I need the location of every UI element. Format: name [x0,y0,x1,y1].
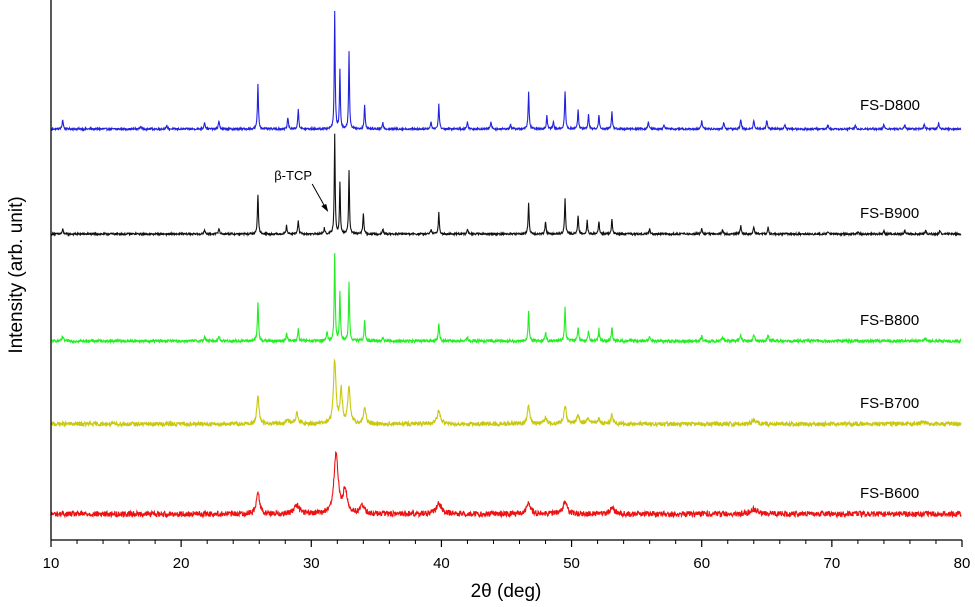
annotation-layer: β-TCP [274,168,329,212]
series-labels: FS-D800 FS-B900 FS-B800 FS-B700 FS-B600 [860,97,920,502]
x-tick-label-80: 80 [954,555,971,572]
x-tick-label-50: 50 [563,555,580,572]
plot-series [51,10,962,519]
x-tick-label-60: 60 [693,555,710,572]
x-axis-title: 2θ (deg) [471,581,542,602]
axes: 10 20 30 40 50 60 70 80 [43,0,971,572]
x-tick-label-30: 30 [303,555,320,572]
series-line-fs-b800 [51,253,962,345]
x-tick-label-20: 20 [173,555,190,572]
annotation-arrowhead-0 [321,204,329,212]
series-label-fs-b600: FS-B600 [860,485,919,502]
x-tick-label-10: 10 [43,555,60,572]
annotation-label-0: β-TCP [274,168,312,183]
series-label-fs-b800: FS-B800 [860,312,919,329]
series-line-fs-b600 [51,450,962,519]
series-line-fs-b900 [51,133,962,238]
series-label-fs-b900: FS-B900 [860,205,919,222]
series-label-fs-b700: FS-B700 [860,395,919,412]
series-line-fs-b700 [51,358,962,428]
x-tick-label-70: 70 [824,555,841,572]
y-axis-title: Intensity (arb. unit) [6,196,27,353]
series-line-fs-d800 [51,10,962,133]
annotation-arrow-0 [311,183,327,210]
x-tick-label-40: 40 [433,555,450,572]
series-label-fs-d800: FS-D800 [860,97,920,114]
